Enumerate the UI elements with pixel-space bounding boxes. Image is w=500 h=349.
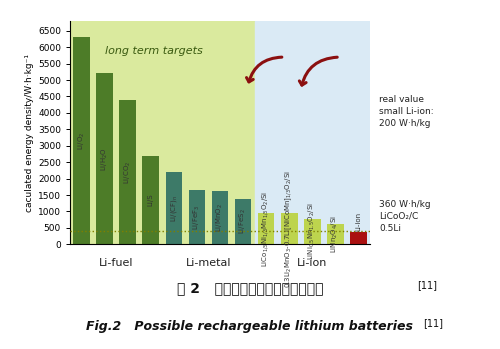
Bar [142, 156, 159, 244]
Bar [73, 37, 90, 244]
Text: Li/CO$_2$: Li/CO$_2$ [122, 161, 133, 184]
Bar [281, 213, 297, 244]
Text: Li/(CF)$_n$: Li/(CF)$_n$ [169, 194, 179, 222]
Bar [96, 74, 113, 244]
Y-axis label: caculated energy density/W·h·kg⁻¹: caculated energy density/W·h·kg⁻¹ [25, 54, 34, 211]
Text: LiNn$_2$O$_4$/Si: LiNn$_2$O$_4$/Si [330, 215, 340, 253]
Bar [254, 21, 370, 244]
Text: Li-ion: Li-ion [356, 211, 362, 230]
Text: LiCo$_{1/3}$Ni$_{1/3}$Mn$_{1/3}$O$_2$/Si: LiCo$_{1/3}$Ni$_{1/3}$Mn$_{1/3}$O$_2$/Si [261, 191, 272, 267]
Bar [120, 100, 136, 244]
Bar [166, 172, 182, 244]
Text: Li/S: Li/S [148, 194, 154, 206]
Bar [70, 21, 254, 244]
Text: real value
small Li-ion:
200 W·h/kg: real value small Li-ion: 200 W·h/kg [379, 95, 434, 128]
Text: Fig.2   Possible rechargeable lithium batteries: Fig.2 Possible rechargeable lithium batt… [86, 320, 413, 333]
Text: LiNi$_{0.5}$Nn$_{1.5}$O$_2$/Si: LiNi$_{0.5}$Nn$_{1.5}$O$_2$/Si [307, 202, 318, 260]
Text: 图 2   可充放电电池的可能发展体系: 图 2 可充放电电池的可能发展体系 [177, 281, 323, 295]
Text: [11]: [11] [424, 319, 444, 328]
Text: Li/FeF$_3$: Li/FeF$_3$ [192, 205, 202, 230]
Bar [235, 199, 252, 244]
Bar [212, 191, 228, 244]
Text: Li-fuel: Li-fuel [99, 258, 134, 268]
Text: Li/O$_2$: Li/O$_2$ [76, 132, 86, 150]
Text: 0.3Li$_2$MnO$_3$-0.7Li[NiCoMn]$_{1/3}$O$_2$/Si: 0.3Li$_2$MnO$_3$-0.7Li[NiCoMn]$_{1/3}$O$… [284, 170, 294, 288]
Bar [188, 190, 205, 244]
Bar [258, 213, 274, 244]
Text: Li/FeS$_2$: Li/FeS$_2$ [238, 209, 248, 235]
Text: Li-metal: Li-metal [186, 258, 231, 268]
Bar [327, 224, 344, 244]
Bar [350, 232, 367, 244]
Text: long term targets: long term targets [104, 45, 202, 55]
Text: Li-ion: Li-ion [297, 258, 328, 268]
Text: 360 W·h/kg
LiCoO₂/C
0.5Li: 360 W·h/kg LiCoO₂/C 0.5Li [379, 200, 430, 233]
Bar [304, 219, 320, 244]
Text: Li/MnO$_2$: Li/MnO$_2$ [215, 203, 225, 232]
Text: [11]: [11] [418, 280, 438, 290]
Text: Li/H$_2$O: Li/H$_2$O [100, 147, 110, 171]
